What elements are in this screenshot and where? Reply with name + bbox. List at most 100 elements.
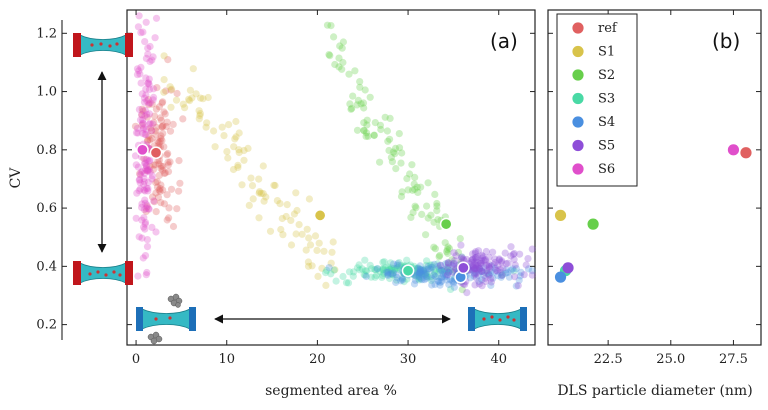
cloud-point — [428, 263, 436, 271]
cloud-point — [415, 276, 423, 284]
cloud-point — [387, 270, 395, 278]
cloud-point — [143, 156, 152, 164]
cloud-point — [415, 271, 423, 279]
cloud-point — [138, 203, 146, 211]
cloud-point — [145, 110, 154, 118]
cloud-point — [443, 272, 451, 280]
cloud-point — [387, 266, 395, 274]
cloud-point — [235, 146, 243, 154]
cloud-point — [141, 218, 150, 226]
cloud-point — [320, 247, 328, 255]
aggregate-sample-schematic-left — [136, 293, 196, 345]
cloud-point — [167, 86, 175, 94]
cloud-point — [487, 281, 495, 289]
cloud-point — [160, 169, 168, 177]
point-S1 — [554, 209, 567, 221]
cloud-point — [138, 111, 146, 119]
cloud-point — [144, 167, 152, 175]
cloud-point — [142, 54, 150, 63]
cloud-point — [138, 121, 146, 129]
cloud-point — [389, 260, 398, 268]
cloud-point — [160, 200, 168, 208]
point-S4 — [554, 271, 567, 283]
cloud-point — [150, 198, 158, 206]
cloud-point — [276, 200, 284, 208]
cloud-point — [348, 104, 356, 112]
cloud-point — [408, 186, 417, 194]
cloud-point — [362, 132, 370, 140]
cloud-point — [287, 241, 296, 249]
cloud-point — [417, 275, 425, 283]
cloud-point — [475, 280, 483, 288]
cloud-point — [188, 94, 196, 102]
point-ref — [740, 147, 752, 159]
plot-frame-a — [126, 9, 536, 346]
cloud-point — [157, 132, 165, 140]
cloud-point — [139, 116, 147, 124]
cloud-point — [475, 265, 483, 273]
cloud-point — [328, 248, 336, 256]
cloud-point — [148, 175, 156, 183]
cloud-point — [480, 268, 488, 276]
ticks-a: 0 10 20 30 40 0.2 0.4 0.6 0.8 1.0 1.2 — [36, 10, 535, 367]
cloud-point — [390, 264, 399, 272]
cloud-point — [384, 271, 392, 280]
cloud-point — [367, 273, 375, 281]
cloud-point — [163, 118, 171, 126]
panel-b: 22.5 25.0 27.5 (b) DLS particle diameter (… — [547, 9, 762, 399]
cloud-point — [414, 264, 422, 272]
cloud-point — [314, 272, 322, 280]
cloud-point — [477, 261, 485, 269]
schematic-annotations — [73, 33, 527, 345]
cloud-point — [142, 85, 150, 93]
cloud-point — [490, 261, 498, 269]
cloud-point — [457, 241, 465, 249]
cloud-point — [325, 264, 333, 272]
cloud-point — [424, 179, 432, 187]
cloud-point — [383, 127, 391, 135]
cloud-point — [395, 262, 403, 270]
legend-marker-S1 — [572, 45, 584, 58]
cloud-point — [142, 207, 150, 216]
cloud-point — [385, 146, 393, 155]
cloud-point — [498, 271, 506, 280]
cloud-point — [442, 267, 450, 275]
cloud-point — [495, 256, 503, 264]
cloud-point — [478, 267, 486, 275]
cloud-point — [376, 268, 384, 276]
cloud-point — [520, 271, 528, 279]
cloud-point — [431, 280, 439, 289]
cloud-point — [311, 232, 320, 240]
cloud-point — [507, 243, 515, 251]
cloud-point — [476, 259, 484, 267]
cloud-point — [141, 225, 149, 233]
cloud-point — [169, 120, 177, 128]
cloud-point — [132, 161, 140, 169]
legend-marker-S6 — [572, 163, 584, 175]
cloud-point — [169, 222, 178, 231]
panel-label-b: (b) — [712, 29, 740, 53]
cloud-point — [335, 54, 343, 62]
cloud-point — [148, 223, 156, 231]
cloud-point — [478, 276, 486, 284]
cloud-point — [458, 286, 466, 294]
cloud-point — [475, 277, 483, 285]
cloud-point — [175, 187, 183, 195]
cloud-point — [156, 187, 164, 195]
cloud-point — [363, 121, 371, 129]
cloud-point — [143, 243, 152, 251]
cloud-point — [248, 182, 257, 190]
cloud-point — [140, 174, 148, 183]
cloud-point — [136, 171, 144, 179]
cloud-point — [157, 162, 166, 170]
cloud-point — [416, 274, 424, 282]
cloud-point — [146, 99, 154, 107]
cloud-point — [136, 70, 144, 78]
cloud-point — [379, 271, 387, 279]
cloud-point — [146, 168, 154, 176]
cloud-point — [361, 256, 369, 264]
point-S6 — [727, 144, 740, 156]
cloud-point — [427, 211, 435, 219]
mean-marker-S3 — [401, 264, 415, 278]
cloud-point — [166, 127, 175, 135]
